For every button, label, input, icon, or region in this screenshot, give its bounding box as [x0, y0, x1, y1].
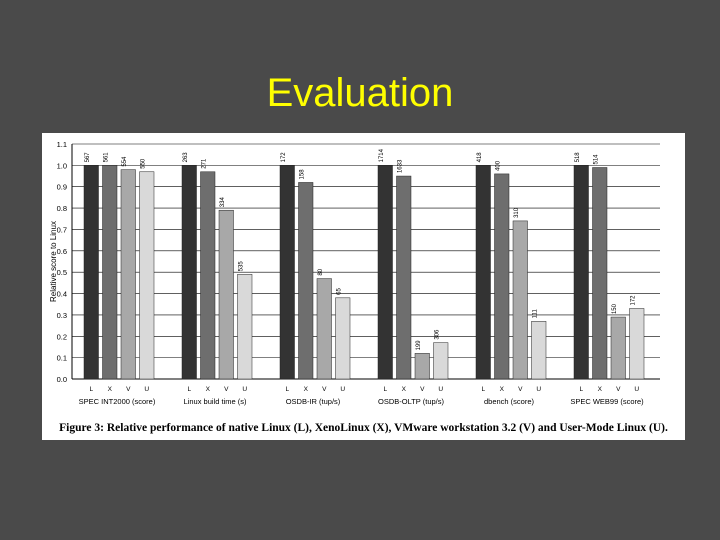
bar: [531, 321, 547, 380]
bar-data-label: 111: [533, 309, 539, 319]
y-tick-label: 1.1: [57, 140, 67, 149]
y-tick-label: 0.7: [57, 225, 67, 234]
bar-data-label: 65: [337, 287, 343, 294]
y-tick-label: 0.1: [57, 354, 67, 363]
bar-series-label: X: [402, 386, 407, 393]
bar-data-label: 158: [300, 169, 306, 180]
bar-data-label: 80: [318, 268, 324, 275]
bar: [316, 278, 332, 380]
bar-data-label: 561: [104, 152, 110, 163]
slide-title: Evaluation: [266, 71, 454, 115]
bar-series-label: U: [634, 386, 639, 393]
bar-series-label: L: [579, 386, 583, 393]
bar-data-label: 310: [514, 207, 520, 218]
bar: [610, 316, 626, 380]
bar-data-label: 150: [612, 303, 618, 314]
bar-data-label: 418: [477, 152, 483, 163]
bar-series-label: U: [144, 386, 149, 393]
bar-data-label: 263: [183, 152, 189, 163]
bar: [475, 165, 491, 380]
x-category-label: SPEC WEB99 (score): [570, 397, 644, 406]
bar-data-label: 334: [220, 197, 226, 208]
bar: [120, 169, 136, 380]
bar-data-label: 1633: [398, 159, 404, 173]
bar-data-label: 172: [631, 295, 637, 306]
x-category-label: OSDB-OLTP (tup/s): [378, 397, 444, 406]
bar-data-label: 1714: [379, 148, 385, 162]
bar: [298, 182, 314, 380]
y-tick-label: 0.9: [57, 183, 67, 192]
x-category-label: SPEC INT2000 (score): [79, 397, 156, 406]
bar: [433, 342, 449, 380]
bar-series-label: V: [322, 386, 327, 393]
bar-series-label: L: [481, 386, 485, 393]
bar-series-label: V: [126, 386, 131, 393]
bar: [237, 274, 253, 380]
bar-series-label: L: [285, 386, 289, 393]
bar-series-label: L: [89, 386, 93, 393]
bar-series-label: V: [616, 386, 621, 393]
bar: [181, 165, 197, 380]
bar-data-label: 550: [141, 158, 147, 169]
y-tick-label: 0.4: [57, 290, 67, 299]
y-tick-label: 0.2: [57, 332, 67, 341]
bar: [139, 171, 155, 380]
y-tick-label: 0.3: [57, 311, 67, 320]
bar: [218, 209, 234, 380]
bar-series-label: V: [420, 386, 425, 393]
y-axis-label: Relative score to Linux: [49, 221, 58, 302]
bar-data-label: 199: [416, 340, 422, 351]
bar-data-label: 271: [202, 158, 208, 169]
bar-series-label: X: [206, 386, 211, 393]
bar: [592, 167, 608, 380]
bar-chart: 0.0 0.1 0.2 0.3 0.4 0.5 0.6 0.7 0.8 0.9 1.0 1.1 Rela…: [49, 140, 660, 406]
bar: [573, 165, 589, 380]
bar-data-label: 172: [281, 152, 287, 163]
bar-data-label: 306: [435, 329, 441, 340]
bar-series-label: X: [500, 386, 505, 393]
bar-series-label: V: [224, 386, 229, 393]
y-tick-label: 0.6: [57, 247, 67, 256]
bar: [102, 165, 118, 380]
y-tick-label: 0.5: [57, 268, 67, 277]
figure-panel: 0.0 0.1 0.2 0.3 0.4 0.5 0.6 0.7 0.8 0.9 1.0 1.1 Rela…: [42, 133, 685, 440]
bar-series-label: U: [340, 386, 345, 393]
bar-series-label: X: [598, 386, 603, 393]
y-tick-label: 0.8: [57, 204, 67, 213]
bar: [279, 165, 295, 380]
y-tick-label: 0.0: [57, 375, 67, 384]
bar-data-label: 567: [85, 152, 91, 163]
bar-series-label: X: [304, 386, 309, 393]
bar: [512, 220, 528, 380]
bar-series-label: V: [518, 386, 523, 393]
bar-data-label: 554: [122, 156, 128, 167]
bar-series-label: U: [438, 386, 443, 393]
x-category-label: dbench (score): [484, 397, 535, 406]
bar: [414, 353, 430, 380]
bar-series-label: L: [383, 386, 387, 393]
y-tick-label: 1.0: [57, 161, 67, 170]
figure-caption: Figure 3: Relative performance of native…: [59, 422, 668, 434]
bar: [335, 297, 351, 380]
x-category-label: Linux build time (s): [184, 397, 247, 406]
bar-series-label: U: [242, 386, 247, 393]
bar-series-label: X: [108, 386, 113, 393]
bar-data-label: 518: [575, 152, 581, 163]
bar: [200, 171, 216, 380]
bar: [629, 308, 645, 380]
bar: [396, 175, 412, 380]
bar: [377, 165, 393, 380]
bar-data-label: 400: [496, 160, 502, 171]
bar-data-label: 535: [239, 261, 245, 272]
bar-series-label: L: [187, 386, 191, 393]
x-category-label: OSDB-IR (tup/s): [286, 397, 341, 406]
bar: [83, 165, 99, 380]
bar-series-label: U: [536, 386, 541, 393]
bar: [494, 173, 510, 380]
bar-data-label: 514: [594, 154, 600, 165]
